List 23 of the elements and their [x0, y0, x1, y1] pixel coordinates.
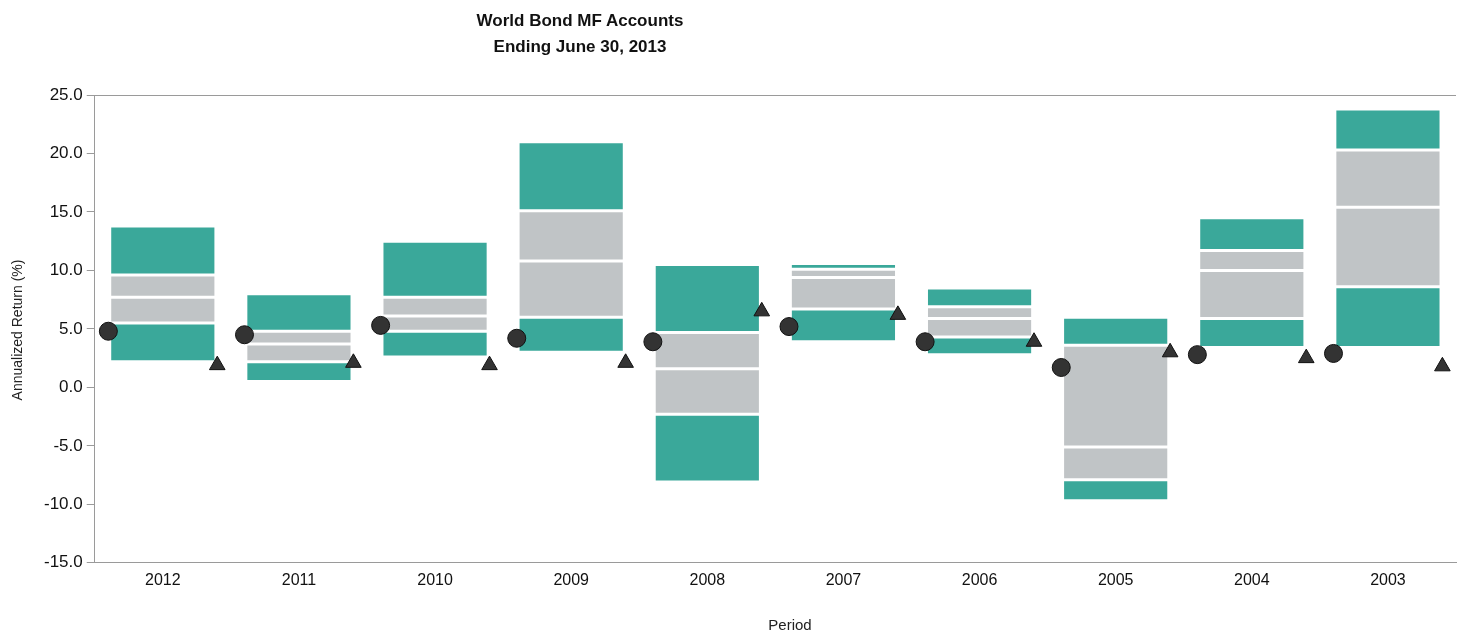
x-tick-label: 2009: [553, 570, 590, 588]
y-axis-title: Annualized Return (%): [9, 259, 26, 401]
y-tick-label: -5.0: [53, 435, 83, 455]
x-axis-title: Period: [767, 616, 813, 633]
chart-subtitle: Ending June 30, 2013: [492, 36, 668, 58]
y-tick-label: 25.0: [49, 84, 83, 104]
y-tick-label: 15.0: [49, 201, 83, 221]
y-tick-label: 10.0: [49, 260, 83, 280]
x-tick-label: 2010: [417, 570, 453, 588]
y-tick-label: -10.0: [44, 494, 83, 514]
chart-title: World Bond MF Accounts: [475, 10, 685, 32]
y-tick-label: 0.0: [59, 377, 83, 397]
x-tick-label: 2011: [281, 570, 317, 588]
x-tick-label: 2006: [961, 570, 998, 588]
x-tick-label: 2007: [825, 570, 862, 588]
x-tick-label: 2008: [689, 570, 726, 588]
y-tick-label: 20.0: [49, 143, 83, 163]
x-tick-label: 2004: [1234, 570, 1270, 588]
x-tick-label: 2005: [1097, 570, 1134, 588]
y-tick-label: -15.0: [44, 552, 83, 572]
x-tick-label: 2012: [145, 570, 181, 588]
y-tick-label: 5.0: [59, 318, 83, 338]
x-tick-label: 2003: [1370, 570, 1406, 588]
